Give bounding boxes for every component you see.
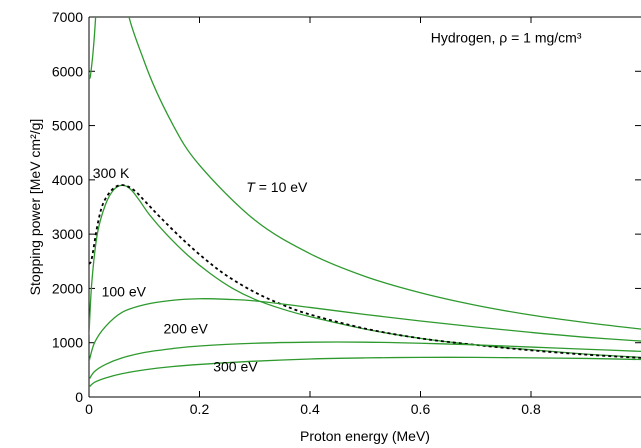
y-tick-label: 5000	[52, 118, 83, 134]
series-line-100-ev	[89, 298, 641, 362]
y-axis-title: Stopping power [MeV cm²/g]	[27, 119, 43, 296]
y-tick-label: 4000	[52, 172, 83, 188]
series-line-200-ev	[89, 341, 641, 380]
x-tick-label: 0.8	[521, 401, 541, 417]
x-tick-label: 0.2	[190, 401, 210, 417]
series-line-300-ev	[89, 356, 641, 388]
annotation-ev200: 200 eV	[164, 320, 209, 336]
annotations: Hydrogen, ρ = 1 mg/cm³ T = 10 eV 300 K 100 …	[93, 30, 582, 375]
axes	[88, 16, 641, 398]
x-tick-label: 0.4	[300, 401, 320, 417]
annotation-t10: T = 10 eV	[246, 179, 308, 195]
annotation-box: Hydrogen, ρ = 1 mg/cm³	[431, 30, 582, 46]
y-tick-label: 0	[75, 389, 83, 405]
y-tick-label: 1000	[52, 335, 83, 351]
curves	[89, 17, 641, 388]
y-tick-label: 2000	[52, 280, 83, 296]
y-tick-label: 7000	[52, 9, 83, 25]
y-tick-label: 6000	[52, 63, 83, 79]
x-tick-label: 0.6	[411, 401, 431, 417]
ticks: 0 1000 2000 3000 4000 5000 6000 7000 0 0.2 0.4 0.6 0…	[52, 9, 641, 417]
x-tick-label: 0	[85, 401, 93, 417]
y-tick-label: 3000	[52, 226, 83, 242]
annotation-ev300: 300 eV	[213, 358, 258, 374]
series-line-t-10-ev	[89, 17, 641, 330]
series-line-reference-dashed	[89, 184, 641, 359]
x-axis-title: Proton energy (MeV)	[300, 428, 430, 444]
annotation-ev100: 100 eV	[102, 284, 147, 300]
annotation-k300: 300 K	[93, 165, 130, 181]
